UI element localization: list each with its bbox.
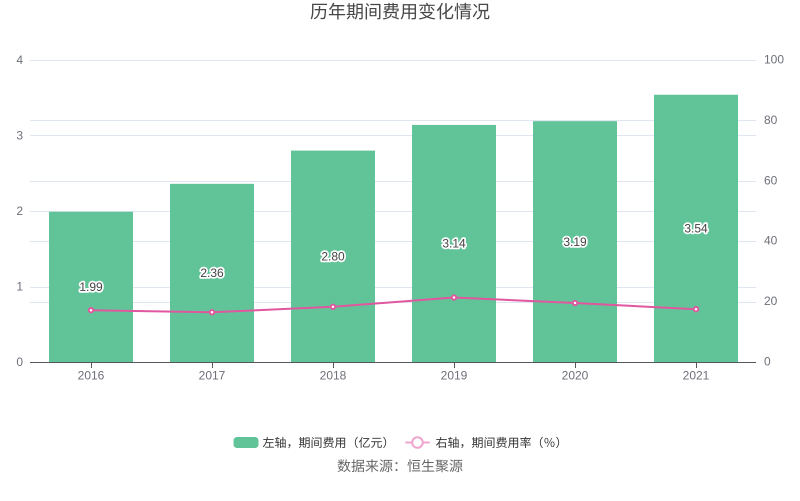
svg-text:4: 4	[16, 53, 23, 67]
svg-text:1.99: 1.99	[79, 280, 103, 294]
svg-text:2.36: 2.36	[200, 266, 224, 280]
svg-text:2016: 2016	[78, 368, 105, 382]
svg-text:3.14: 3.14	[442, 237, 466, 251]
svg-text:0: 0	[764, 355, 771, 369]
svg-text:60: 60	[764, 173, 778, 187]
svg-text:1: 1	[16, 280, 23, 294]
svg-text:3: 3	[16, 129, 23, 143]
svg-text:2020: 2020	[562, 368, 589, 382]
svg-text:100: 100	[764, 53, 784, 67]
svg-text:2019: 2019	[441, 368, 468, 382]
svg-text:2018: 2018	[320, 368, 347, 382]
svg-text:40: 40	[764, 234, 778, 248]
svg-text:20: 20	[764, 294, 778, 308]
svg-text:2: 2	[16, 204, 23, 218]
svg-text:3.54: 3.54	[684, 222, 708, 236]
svg-text:2021: 2021	[683, 368, 710, 382]
svg-text:3.19: 3.19	[563, 235, 587, 249]
svg-text:2.80: 2.80	[321, 250, 345, 264]
svg-text:0: 0	[16, 355, 23, 369]
svg-text:80: 80	[764, 113, 778, 127]
svg-text:2017: 2017	[199, 368, 226, 382]
